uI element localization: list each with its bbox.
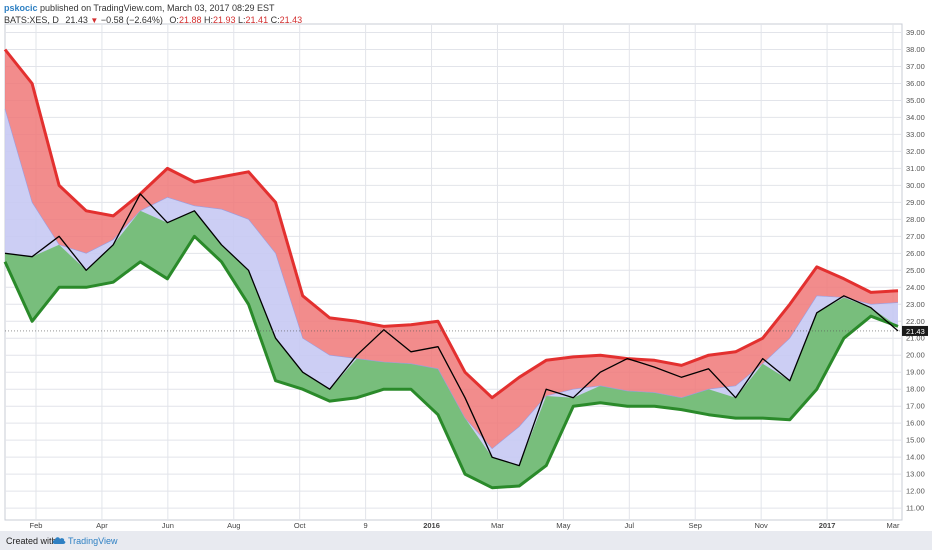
y-tick-label: 27.00: [906, 232, 925, 241]
upper-band-fill: [5, 49, 898, 449]
y-tick-label: 36.00: [906, 79, 925, 88]
y-tick-label: 31.00: [906, 164, 925, 173]
y-tick-label: 14.00: [906, 453, 925, 462]
band-lines: [3, 48, 899, 490]
y-tick-label: 23.00: [906, 300, 925, 309]
x-tick-label: Sep: [689, 521, 702, 530]
y-tick-label: 20.00: [906, 351, 925, 360]
y-tick-label: 25.00: [906, 266, 925, 275]
y-tick-label: 39.00: [906, 28, 925, 37]
y-tick-label: 19.00: [906, 368, 925, 377]
y-tick-label: 11.00: [906, 504, 924, 513]
close-label: C:: [270, 15, 280, 25]
x-tick-label: Feb: [30, 521, 43, 530]
tradingview-link[interactable]: TradingView: [68, 536, 118, 546]
y-tick-label: 28.00: [906, 215, 925, 224]
close-value: 21.43: [279, 15, 303, 25]
y-tick-label: 22.00: [906, 317, 925, 326]
publish-info: pskocic published on TradingView.com, Ma…: [4, 3, 275, 13]
symbol-name[interactable]: BATS:XES, D: [4, 15, 59, 25]
y-tick-label: 30.00: [906, 181, 925, 190]
plot-frame: [4, 23, 903, 521]
x-tick-label: 2017: [819, 521, 836, 530]
axis-ticks: 11.00 12.00 13.00 14.00 15.00 16.00 17.00 18.00…: [30, 28, 925, 530]
price-change: −0.58 (−2.64%): [100, 15, 163, 25]
high-value: 21.93: [212, 15, 236, 25]
y-tick-label: 37.00: [906, 62, 925, 71]
high-label: H:: [203, 15, 213, 25]
band-fills: [5, 49, 898, 488]
y-tick-label: 15.00: [906, 436, 925, 445]
y-tick-label: 26.00: [906, 249, 925, 258]
x-tick-label: Jun: [162, 521, 174, 530]
y-tick-label: 33.00: [906, 130, 925, 139]
open-value: 21.88: [178, 15, 202, 25]
open-label: O:: [169, 15, 179, 25]
symbol-info: BATS:XES, D 21.43 ▼ −0.58 (−2.64%) O:21.…: [4, 15, 302, 25]
down-arrow-icon: ▼: [90, 16, 99, 25]
y-tick-label: 29.00: [906, 198, 925, 207]
y-tick-label: 21.00: [906, 334, 925, 343]
price-line: [4, 193, 899, 467]
tradingview-cloud-icon: [52, 535, 66, 547]
upper-band-line: [3, 48, 899, 400]
x-tick-label: Apr: [96, 521, 108, 530]
y-tick-label: 17.00: [906, 402, 925, 411]
y-tick-label: 24.00: [906, 283, 925, 292]
middle-band-line: [4, 108, 899, 450]
y-tick-label: 32.00: [906, 147, 925, 156]
y-tick-label: 35.00: [906, 96, 925, 105]
x-tick-label: 2016: [423, 521, 440, 530]
x-tick-label: Mar: [491, 521, 504, 530]
x-tick-label: Aug: [227, 521, 240, 530]
last-price-tag: [902, 325, 928, 336]
x-tick-label: May: [556, 521, 570, 530]
x-tick-label: Oct: [294, 521, 307, 530]
y-tick-label: 18.00: [906, 385, 925, 394]
last-price: 21.43: [65, 15, 88, 25]
price-overlay: 21.43: [5, 325, 928, 336]
y-tick-label: 34.00: [906, 113, 925, 122]
footer-bar: Created with TradingView: [0, 531, 932, 550]
y-tick-label: 12.00: [906, 487, 925, 496]
x-tick-label: 9: [364, 521, 368, 530]
published-text: published on TradingView.com, March 03, …: [40, 3, 275, 13]
y-tick-label: 16.00: [906, 419, 925, 428]
created-with-text: Created with: [6, 536, 57, 546]
x-tick-label: Mar: [887, 521, 900, 530]
lower-band-line: [3, 234, 899, 490]
low-value: 21.41: [245, 15, 269, 25]
lower-band-fill: [5, 210, 898, 488]
y-tick-label: 38.00: [906, 45, 925, 54]
y-tick-label: 13.00: [906, 470, 925, 479]
x-tick-label: Nov: [754, 521, 768, 530]
x-tick-label: Jul: [625, 521, 635, 530]
low-label: L:: [238, 15, 246, 25]
publisher-name[interactable]: pskocic: [4, 3, 38, 13]
last-price-tag-label: 21.43: [906, 327, 925, 336]
